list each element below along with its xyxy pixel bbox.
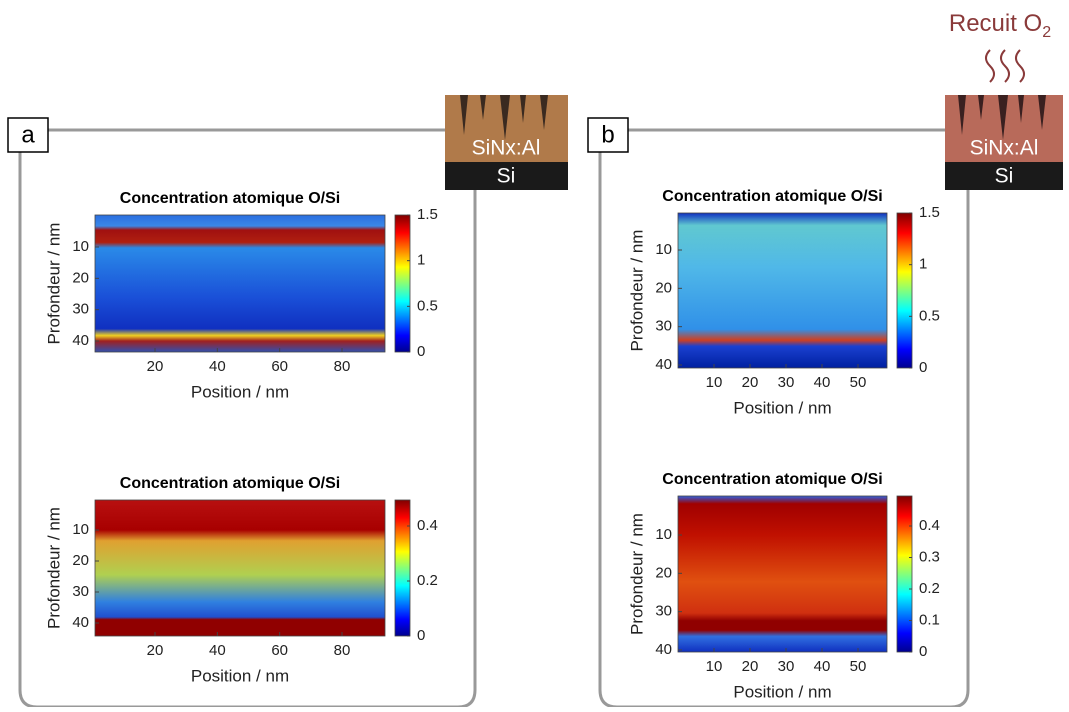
x-tick-label: 10	[706, 374, 723, 391]
y-tick-label: 20	[72, 269, 89, 286]
colorbar	[896, 495, 913, 653]
y-tick-label: 40	[655, 356, 672, 373]
x-tick-label: 20	[147, 642, 164, 659]
substrate-label: Si	[995, 165, 1014, 188]
heatmap	[677, 495, 888, 653]
y-tick-label: 40	[72, 614, 89, 631]
plot-title: Concentration atomique O/Si	[662, 471, 882, 488]
colorbar-tick-label: 0	[919, 359, 927, 376]
y-tick-label: 30	[655, 603, 672, 620]
x-tick-label: 20	[742, 658, 759, 675]
x-tick-label: 30	[778, 374, 795, 391]
x-tick-label: 10	[706, 658, 723, 675]
panel-label-box	[7, 117, 49, 153]
y-tick-label: 20	[655, 564, 672, 581]
colorbar-tick-label: 0	[417, 343, 425, 360]
y-axis-label: Profondeur / nm	[627, 230, 646, 352]
colorbar-tick-label: 0.3	[919, 548, 940, 565]
colorbar-tick-label: 0.2	[919, 580, 940, 597]
layer-texture	[460, 95, 548, 140]
x-tick-label: 40	[814, 374, 831, 391]
x-tick-label: 80	[334, 642, 351, 659]
heatmap	[94, 214, 386, 353]
y-tick-label: 10	[655, 241, 672, 258]
substrate-label: Si	[497, 165, 516, 188]
y-tick-label: 20	[655, 279, 672, 296]
colorbar-tick-label: 0.5	[417, 297, 438, 314]
colorbar-tick-label: 0	[919, 643, 927, 660]
x-tick-label: 20	[147, 358, 164, 375]
annotation-subscript: 2	[1042, 24, 1051, 41]
plot-title: Concentration atomique O/Si	[662, 188, 882, 205]
panel-label-box	[587, 117, 629, 153]
y-tick-label: 30	[72, 301, 89, 318]
x-axis-label: Position / nm	[191, 382, 289, 401]
colorbar-tick-label: 0.5	[919, 307, 940, 324]
x-axis-label: Position / nm	[191, 666, 289, 685]
y-tick-label: 20	[72, 552, 89, 569]
annotation: Recuit O2	[949, 10, 1051, 41]
panel-label: b	[601, 121, 614, 148]
heat-waves	[985, 49, 1025, 83]
colorbar-tick-label: 0.4	[919, 517, 940, 534]
x-tick-label: 40	[209, 358, 226, 375]
y-axis-label: Profondeur / nm	[44, 507, 63, 629]
plot-title: Concentration atomique O/Si	[120, 190, 340, 207]
y-tick-label: 30	[655, 318, 672, 335]
x-tick-label: 20	[742, 374, 759, 391]
x-axis-label: Position / nm	[733, 682, 831, 701]
x-tick-label: 60	[271, 358, 288, 375]
layer-texture	[958, 95, 1046, 140]
heatmap	[94, 499, 386, 637]
colorbar	[896, 212, 913, 369]
annotation-text: Recuit O	[949, 10, 1042, 37]
colorbar	[394, 499, 411, 637]
y-axis-label: Profondeur / nm	[627, 513, 646, 635]
x-tick-label: 60	[271, 642, 288, 659]
heatmap	[677, 212, 888, 369]
x-tick-label: 50	[850, 374, 867, 391]
y-tick-label: 10	[655, 526, 672, 543]
y-tick-label: 30	[72, 583, 89, 600]
layer-label: SiNx:Al	[970, 137, 1039, 160]
y-axis-label: Profondeur / nm	[44, 223, 63, 345]
y-tick-label: 40	[655, 641, 672, 658]
colorbar-tick-label: 0.1	[919, 611, 940, 628]
colorbar-tick-label: 1.5	[417, 206, 438, 223]
panel-label: a	[21, 121, 35, 148]
x-tick-label: 30	[778, 658, 795, 675]
x-tick-label: 40	[814, 658, 831, 675]
plot-title: Concentration atomique O/Si	[120, 475, 340, 492]
colorbar	[394, 214, 411, 353]
y-tick-label: 10	[72, 238, 89, 255]
layer-label: SiNx:Al	[472, 137, 541, 160]
colorbar-tick-label: 1	[417, 252, 425, 269]
colorbar-tick-label: 0.2	[417, 572, 438, 589]
colorbar-tick-label: 0.4	[417, 517, 438, 534]
x-tick-label: 50	[850, 658, 867, 675]
x-tick-label: 80	[334, 358, 351, 375]
colorbar-tick-label: 1	[919, 256, 927, 273]
x-axis-label: Position / nm	[733, 398, 831, 417]
colorbar-tick-label: 0	[417, 627, 425, 644]
substrate	[945, 162, 1063, 190]
colorbar-tick-label: 1.5	[919, 204, 940, 221]
substrate	[445, 162, 568, 190]
y-tick-label: 40	[72, 332, 89, 349]
y-tick-label: 10	[72, 521, 89, 538]
x-tick-label: 40	[209, 642, 226, 659]
